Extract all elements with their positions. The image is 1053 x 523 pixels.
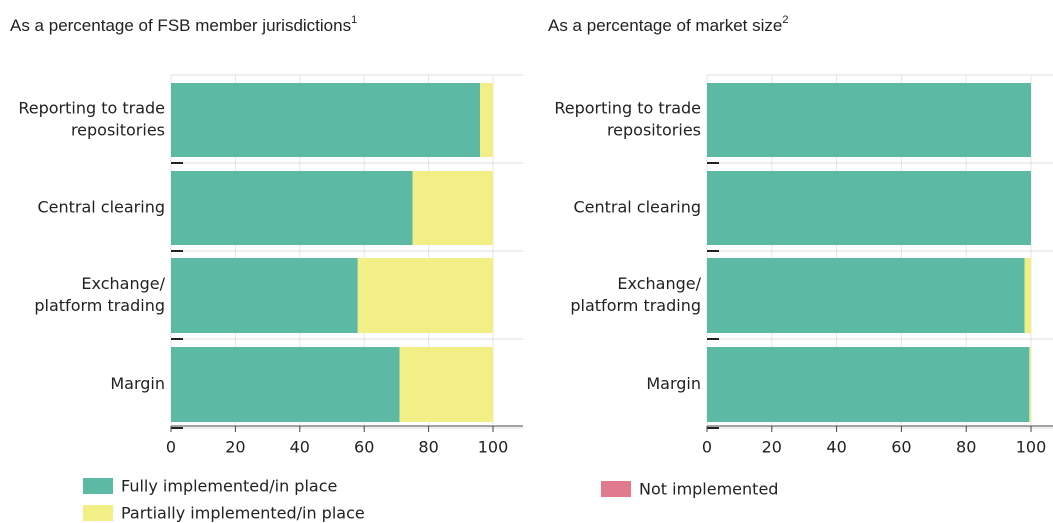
bar-segment bbox=[412, 171, 493, 245]
category-label: repositories bbox=[71, 121, 165, 140]
bar-segment bbox=[171, 171, 413, 245]
category-label: Exchange/ bbox=[617, 274, 701, 293]
bar-segment bbox=[707, 258, 1025, 333]
category-label: platform trading bbox=[34, 296, 165, 315]
category-label: Reporting to trade bbox=[18, 99, 165, 118]
x-tick-label: 40 bbox=[826, 438, 846, 457]
x-tick-label: 80 bbox=[956, 438, 976, 457]
x-tick-label: 100 bbox=[1016, 438, 1047, 457]
x-tick-label: 0 bbox=[702, 438, 712, 457]
category-label: Margin bbox=[646, 374, 701, 393]
bar-segment bbox=[1029, 347, 1031, 422]
bar-segment bbox=[357, 258, 493, 333]
x-tick-label: 60 bbox=[354, 438, 374, 457]
legend-label: Partially implemented/in place bbox=[121, 504, 365, 523]
title-footnote: 1 bbox=[351, 14, 357, 26]
chart-title-text: As a percentage of market size bbox=[548, 16, 782, 35]
bar-segment bbox=[707, 171, 1031, 245]
bar-segment bbox=[1024, 258, 1031, 333]
x-tick-label: 60 bbox=[891, 438, 911, 457]
chart-title: As a percentage of FSB member jurisdicti… bbox=[10, 14, 357, 36]
category-label: platform trading bbox=[570, 296, 701, 315]
chart-title-text: As a percentage of FSB member jurisdicti… bbox=[10, 16, 351, 35]
category-label: Margin bbox=[110, 374, 165, 393]
x-tick-label: 20 bbox=[225, 438, 245, 457]
category-label: repositories bbox=[607, 121, 701, 140]
bar-segment bbox=[399, 347, 493, 422]
category-label: Exchange/ bbox=[81, 274, 165, 293]
category-label: Central clearing bbox=[573, 198, 701, 217]
category-label: Reporting to trade bbox=[554, 99, 701, 118]
legend-swatch bbox=[601, 481, 631, 497]
x-tick-label: 80 bbox=[418, 438, 438, 457]
x-tick-label: 0 bbox=[166, 438, 176, 457]
chart-title: As a percentage of market size2 bbox=[548, 14, 788, 36]
legend-swatch bbox=[83, 505, 113, 521]
bar-segment bbox=[171, 347, 400, 422]
x-tick-label: 20 bbox=[762, 438, 782, 457]
bar-segment bbox=[480, 83, 493, 157]
x-tick-label: 100 bbox=[478, 438, 509, 457]
category-label: Central clearing bbox=[37, 198, 165, 217]
bar-segment bbox=[171, 258, 358, 333]
legend-swatch bbox=[83, 478, 113, 494]
title-footnote: 2 bbox=[782, 14, 788, 26]
legend-label: Fully implemented/in place bbox=[121, 477, 337, 496]
bar-segment bbox=[171, 83, 481, 157]
x-tick-label: 40 bbox=[290, 438, 310, 457]
bar-segment bbox=[707, 347, 1030, 422]
bar-segment bbox=[707, 83, 1031, 157]
legend-label: Not implemented bbox=[639, 480, 778, 499]
